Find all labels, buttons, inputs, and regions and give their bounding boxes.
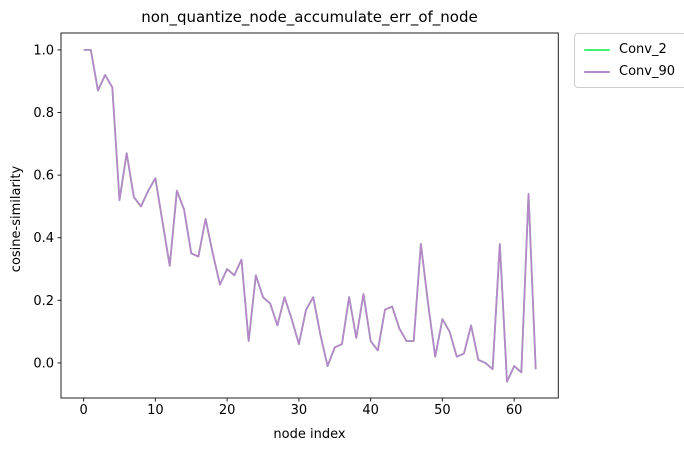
x-tick-label: 20 xyxy=(219,403,236,418)
x-tick-label: 10 xyxy=(147,403,164,418)
plot-frame xyxy=(60,32,559,399)
x-tick-label: 40 xyxy=(362,403,379,418)
y-tick-label: 0.4 xyxy=(33,231,54,246)
x-axis-label: node index xyxy=(273,427,346,442)
legend-label-conv-2: Conv_2 xyxy=(619,42,667,57)
series-line-conv_2 xyxy=(83,49,537,383)
legend-line-sample-conv-2 xyxy=(584,48,610,51)
legend-label-conv-90: Conv_90 xyxy=(619,64,676,79)
y-axis-label: cosine-similarity xyxy=(9,165,24,273)
legend: Conv_2 Conv_90 xyxy=(574,33,684,88)
x-tick-label: 0 xyxy=(79,403,87,418)
chart-title: non_quantize_node_accumulate_err_of_node xyxy=(141,8,478,26)
series-line-conv_90 xyxy=(83,49,537,383)
y-tick-label: 0.6 xyxy=(33,169,54,184)
x-tick-label: 50 xyxy=(434,403,451,418)
legend-line-sample-conv-90 xyxy=(584,70,610,73)
y-tick-label: 1.0 xyxy=(33,43,54,58)
x-tick-label: 60 xyxy=(506,403,523,418)
legend-item-conv-2: Conv_2 xyxy=(584,42,675,57)
legend-item-conv-90: Conv_90 xyxy=(584,64,675,79)
y-tick-label: 0.2 xyxy=(33,294,54,309)
x-tick-label: 30 xyxy=(291,403,308,418)
y-tick-label: 0.8 xyxy=(33,106,54,121)
y-tick-label: 0.0 xyxy=(33,356,54,371)
